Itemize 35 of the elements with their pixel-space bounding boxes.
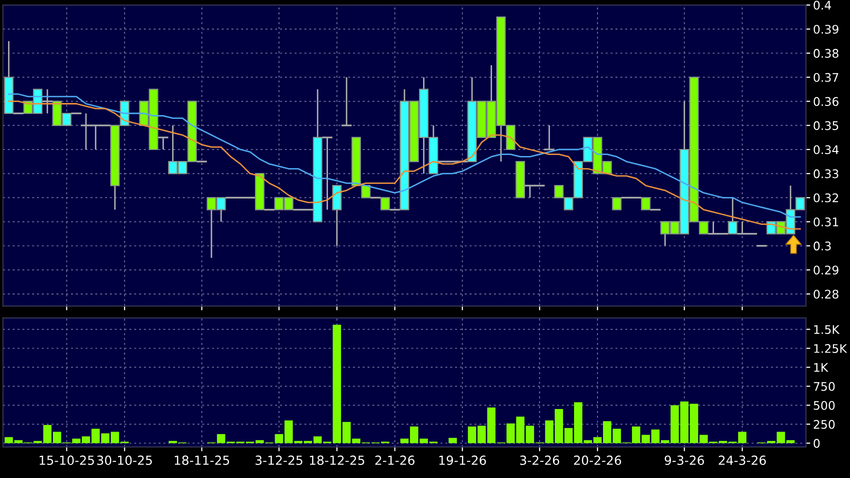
- x-tick-label: 18-12-25: [310, 456, 364, 465]
- x-tick-label: 30-10-25: [97, 456, 152, 465]
- y-tick-label: 0.33: [814, 169, 838, 178]
- x-tick-label: 2-1-26: [375, 456, 414, 465]
- y-tick-label: 750: [814, 382, 835, 391]
- x-tick-label: 20-2-26: [574, 456, 622, 465]
- y-tick-label: 0.31: [814, 217, 838, 226]
- x-tick-label: 24-3-26: [718, 456, 766, 465]
- x-tick-label: 19-1-26: [439, 456, 486, 465]
- y-tick-label: 0.28: [814, 290, 838, 299]
- x-tick-label: 9-3-26: [664, 456, 704, 465]
- y-tick-label: 500: [814, 400, 835, 410]
- x-tick-label: 15-10-25: [40, 456, 94, 465]
- candlestick: [641, 197, 650, 210]
- y-tick-label: 0.37: [814, 72, 838, 82]
- y-tick-label: 1K: [814, 363, 828, 372]
- y-tick-label: 0.38: [814, 48, 838, 58]
- x-tick-label: 3-2-26: [520, 456, 560, 465]
- y-tick-label: 0.29: [814, 266, 838, 275]
- candlestick: [612, 197, 622, 210]
- y-tick-label: 0.39: [814, 24, 838, 34]
- y-tick-label: 0: [814, 438, 820, 448]
- y-tick-label: 250: [814, 420, 835, 429]
- x-tick-label: 3-12-25: [256, 456, 302, 465]
- x-tick-label: 18-11-25: [174, 456, 230, 465]
- y-tick-label: 0.34: [814, 145, 839, 154]
- bar: [448, 438, 457, 444]
- y-tick-label: 1.5K: [814, 325, 840, 334]
- y-tick-label: 0.36: [814, 97, 838, 106]
- y-tick-label: 0.35: [814, 121, 838, 130]
- y-tick-label: 0.32: [814, 193, 838, 202]
- y-tick-label: 1.25K: [814, 344, 848, 353]
- y-tick-label: 0.3: [814, 242, 831, 250]
- candlestick: [380, 197, 390, 210]
- y-tick-label: 0.4: [814, 0, 832, 10]
